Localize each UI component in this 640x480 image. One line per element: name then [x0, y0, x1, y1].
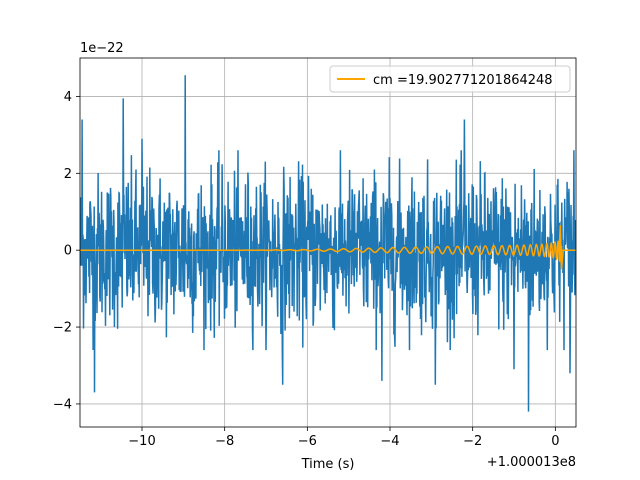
- y-tick-label: 4: [64, 90, 72, 105]
- y-tick-label: −4: [53, 397, 72, 412]
- y-tick-label: −2: [53, 321, 72, 336]
- chirp-merger-spike: [558, 225, 564, 270]
- legend-box: [329, 65, 571, 93]
- legend-label: cm =19.902771201864248: [373, 73, 553, 88]
- x-tick-label: −2: [463, 434, 482, 449]
- y-tick-label: 2: [64, 167, 72, 182]
- plot-area: [80, 75, 576, 412]
- x-tick-label: −8: [215, 434, 234, 449]
- axes-frame: [79, 57, 577, 428]
- x-tick-label: −4: [380, 434, 399, 449]
- y-tick-label: 0: [64, 244, 72, 259]
- x-axis-label: Time (s): [301, 457, 355, 472]
- axes: −10 −8 −6 −4 −2 0 −4 −2 0 2 4: [53, 57, 577, 449]
- legend: cm =19.902771201864248: [329, 65, 571, 93]
- chirp-series-line: [80, 237, 576, 264]
- y-offset-label: 1e−22: [80, 41, 124, 56]
- x-offset-label: +1.000013e8: [487, 455, 576, 470]
- x-tick-label: −6: [298, 434, 317, 449]
- x-tick-label: 0: [551, 434, 559, 449]
- x-tick-label: −10: [128, 434, 155, 449]
